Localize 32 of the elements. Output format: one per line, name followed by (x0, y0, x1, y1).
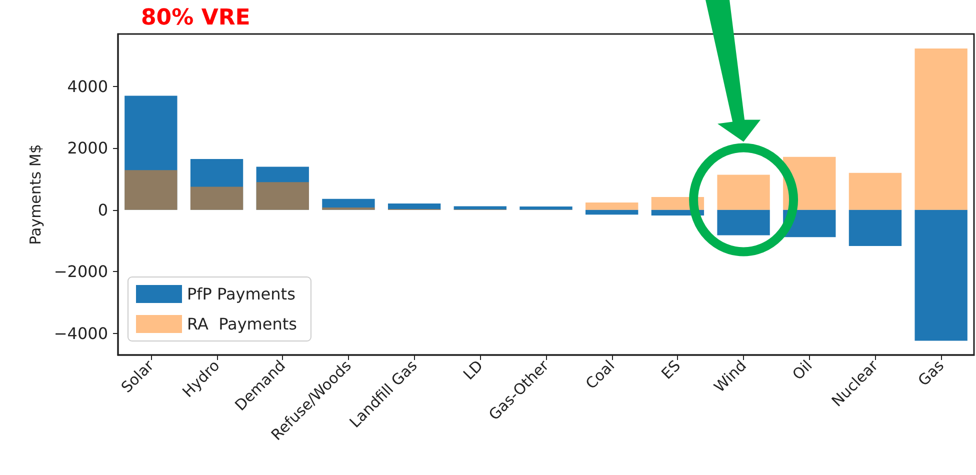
legend-label: PfP Payments (187, 284, 296, 304)
bar (717, 210, 770, 236)
bar (322, 207, 375, 210)
legend-label: RA Payments (187, 314, 297, 334)
bar (520, 206, 572, 210)
bar (190, 186, 244, 210)
y-tick-label: 2000 (67, 138, 108, 158)
x-tick-label: ES (658, 356, 684, 383)
bar (322, 198, 375, 210)
x-tick-label: Oil (788, 356, 816, 384)
y-tick-label: −4000 (54, 324, 108, 343)
bar (388, 203, 441, 210)
bar (914, 48, 968, 210)
y-axis-title: Payments M$ (26, 144, 44, 245)
bar (848, 210, 902, 246)
bar (586, 210, 638, 215)
bar (586, 202, 638, 210)
bar (256, 182, 309, 210)
bar (124, 96, 178, 210)
bar (454, 206, 506, 210)
bar (848, 172, 902, 210)
y-tick-label: −2000 (54, 262, 108, 282)
bar (914, 210, 968, 341)
chart-title: 80% VRE (141, 6, 250, 30)
y-tick-label: 0 (98, 200, 108, 220)
bar (256, 166, 309, 210)
bar (190, 159, 244, 210)
y-tick-label: 4000 (67, 76, 108, 96)
x-tick-label: Gas (914, 356, 948, 390)
x-tick-label: LD (460, 356, 487, 384)
bar (124, 170, 178, 210)
bar (717, 174, 770, 210)
